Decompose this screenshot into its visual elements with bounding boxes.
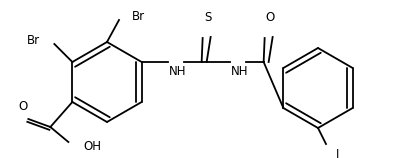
Text: O: O <box>265 11 274 24</box>
Text: Br: Br <box>132 10 145 24</box>
Text: I: I <box>336 148 339 158</box>
Text: S: S <box>204 11 211 24</box>
Text: NH: NH <box>169 65 186 78</box>
Text: Br: Br <box>27 34 40 48</box>
Text: O: O <box>19 100 28 113</box>
Text: NH: NH <box>231 65 248 78</box>
Text: OH: OH <box>83 140 101 154</box>
